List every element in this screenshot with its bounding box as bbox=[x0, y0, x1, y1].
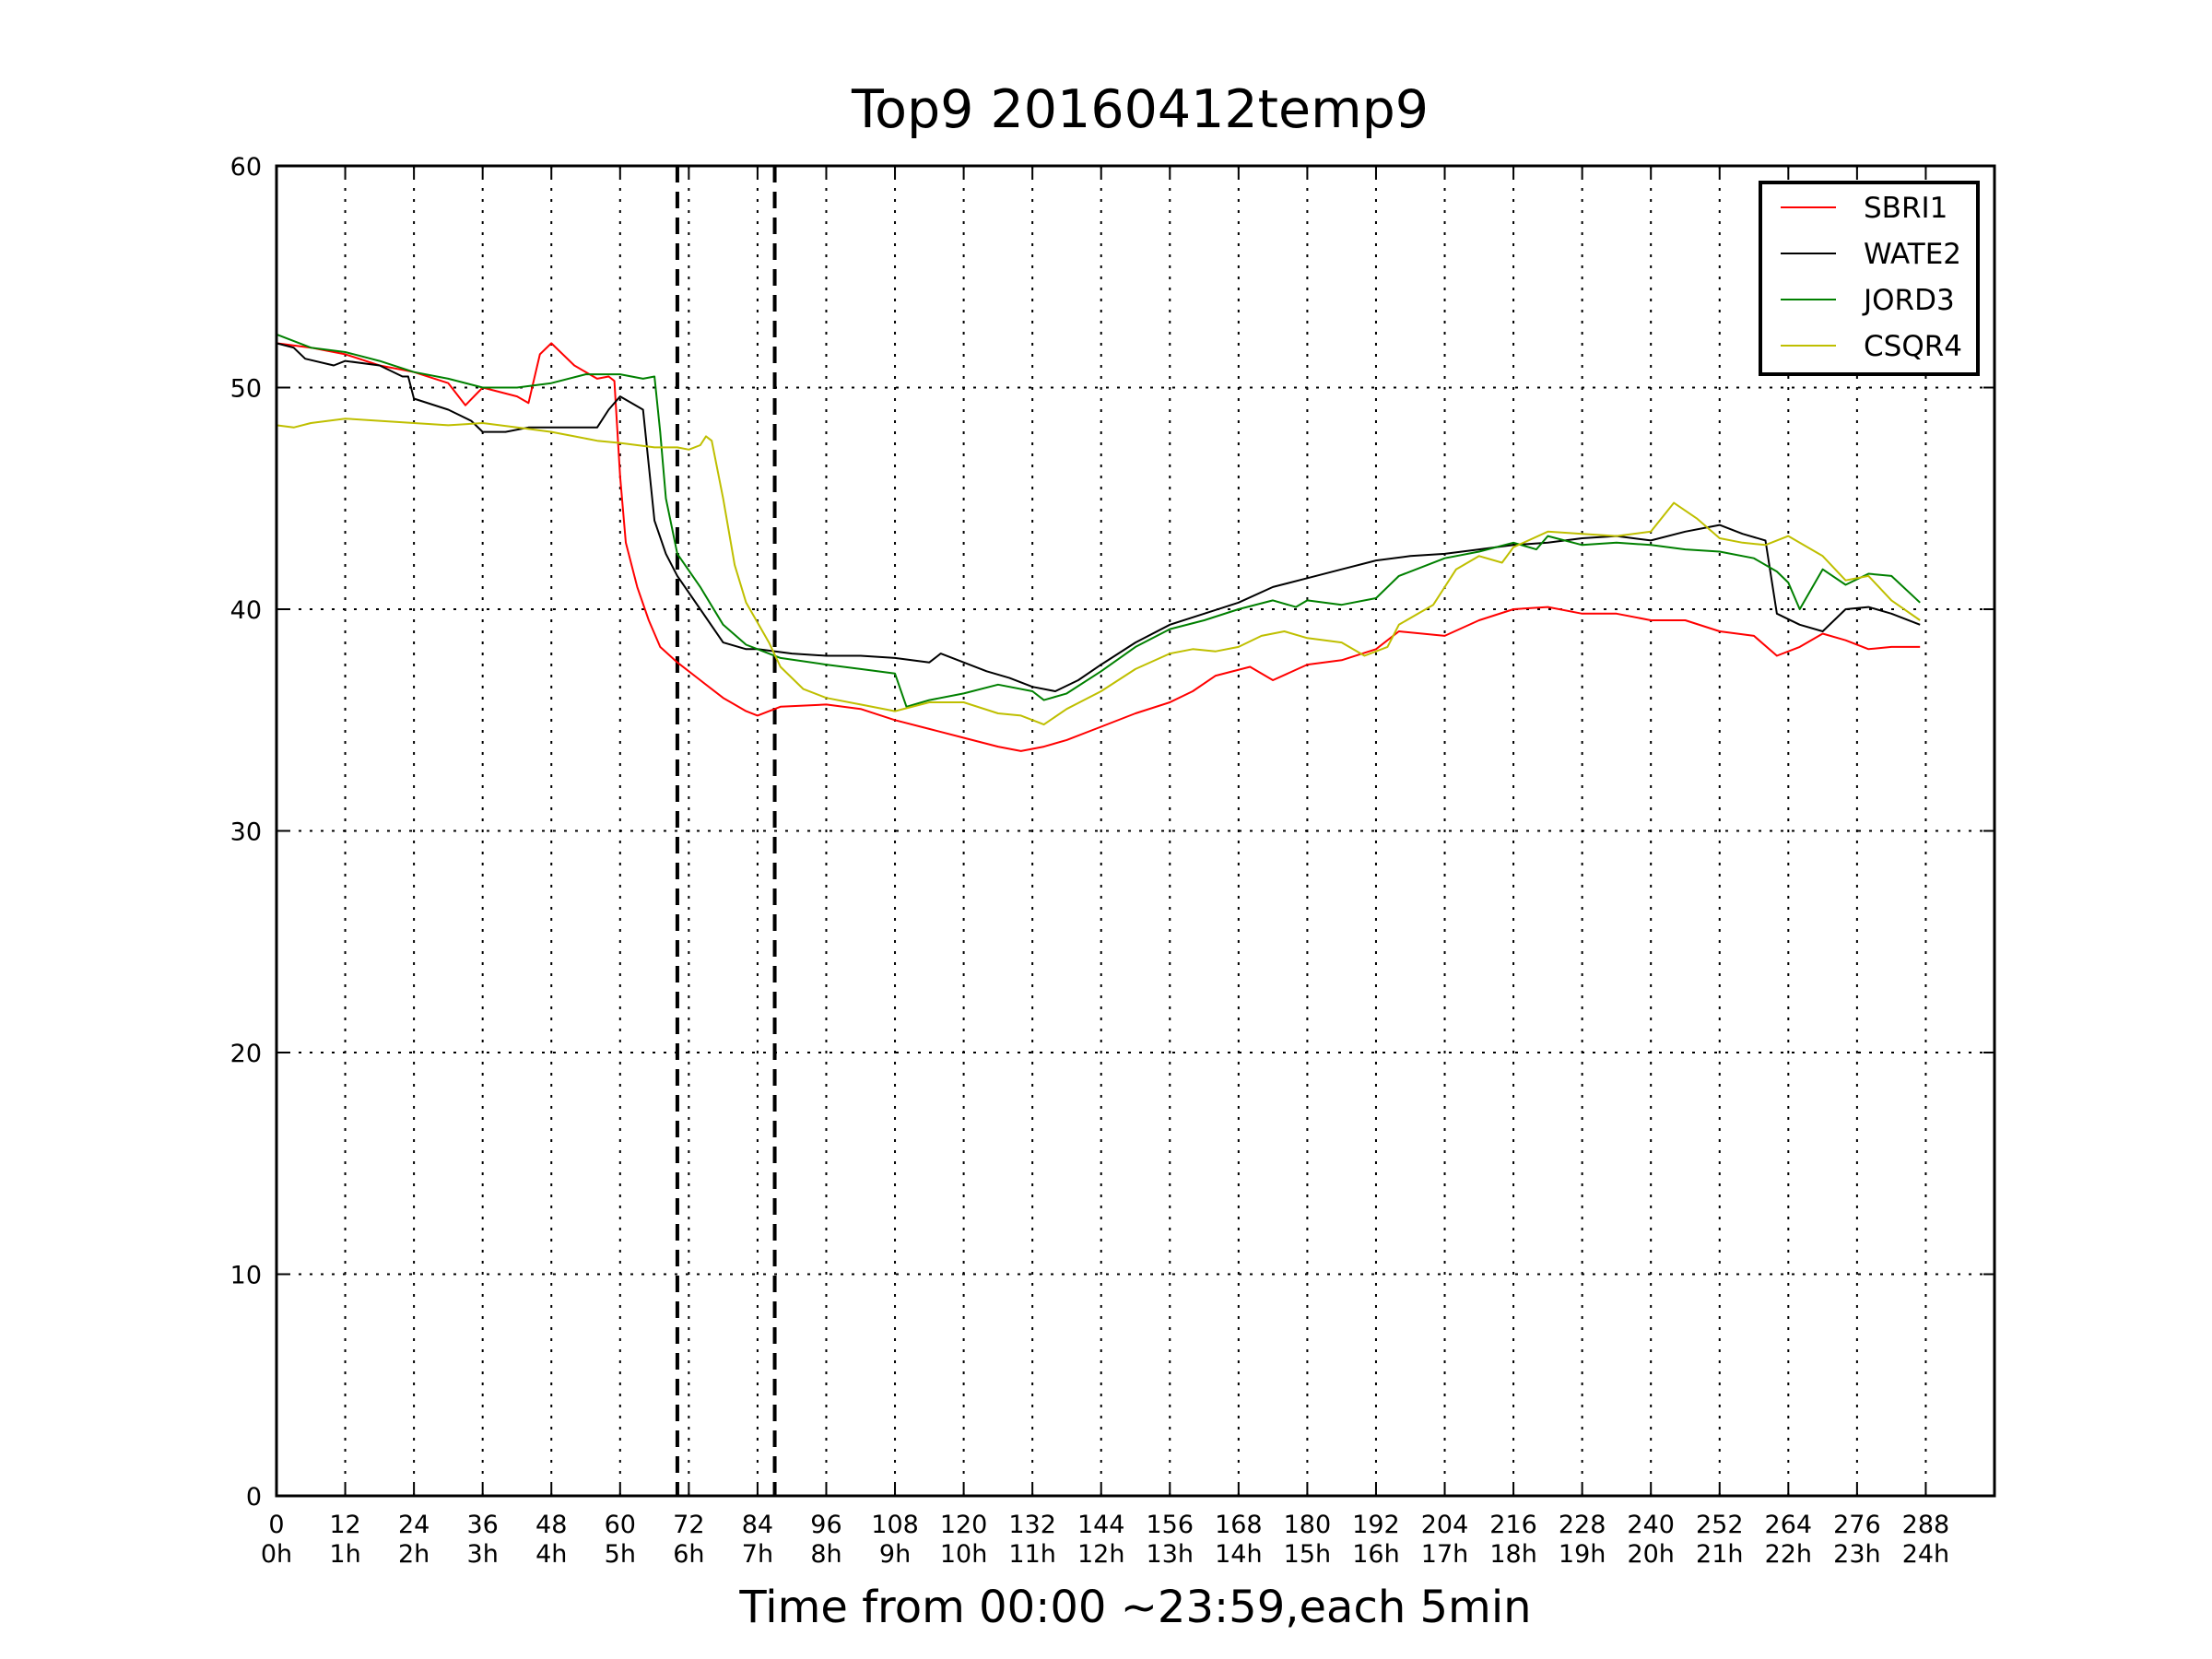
y-axis: 0 10 20 30 40 50 60 bbox=[230, 153, 1994, 1512]
x-tick-label: 252 bbox=[1696, 1511, 1744, 1539]
x-tick-label: 156 bbox=[1147, 1511, 1194, 1539]
x-tick-sublabel: 7h bbox=[742, 1540, 773, 1569]
legend-label: WATE2 bbox=[1864, 238, 1961, 271]
x-tick-label: 48 bbox=[535, 1511, 567, 1539]
x-tick-sublabel: 14h bbox=[1215, 1540, 1262, 1569]
y-tick-label: 60 bbox=[230, 153, 262, 182]
x-tick-sublabel: 4h bbox=[535, 1540, 567, 1569]
x-tick-sublabel: 9h bbox=[879, 1540, 911, 1569]
x-tick-label: 108 bbox=[871, 1511, 919, 1539]
x-tick-sublabel: 16h bbox=[1352, 1540, 1399, 1569]
series-line-csqr4 bbox=[276, 418, 1921, 726]
x-tick-sublabel: 18h bbox=[1489, 1540, 1536, 1569]
x-tick-sublabel: 17h bbox=[1421, 1540, 1468, 1569]
x-tick-sublabel: 23h bbox=[1833, 1540, 1880, 1569]
x-tick-sublabel: 6h bbox=[673, 1540, 704, 1569]
x-tick-label: 192 bbox=[1352, 1511, 1400, 1539]
x-tick-label: 12 bbox=[329, 1511, 360, 1539]
y-tick-label: 40 bbox=[230, 596, 262, 625]
legend-box bbox=[1759, 181, 1980, 376]
y-tick-label: 50 bbox=[230, 375, 262, 404]
x-axis-label: Time from 00:00 ~23:59,each 5min bbox=[738, 1582, 1531, 1633]
x-tick-sublabel: 1h bbox=[329, 1540, 360, 1569]
x-tick-label: 180 bbox=[1284, 1511, 1332, 1539]
x-tick-sublabel: 20h bbox=[1627, 1540, 1674, 1569]
y-tick-label: 20 bbox=[230, 1040, 262, 1068]
legend-label: CSQR4 bbox=[1864, 330, 1962, 363]
x-tick-label: 120 bbox=[940, 1511, 988, 1539]
x-tick-label: 240 bbox=[1627, 1511, 1675, 1539]
x-tick-label: 36 bbox=[467, 1511, 499, 1539]
x-tick-sublabel: 24h bbox=[1902, 1540, 1949, 1569]
x-tick-label: 276 bbox=[1833, 1511, 1881, 1539]
x-tick-sublabel: 12h bbox=[1077, 1540, 1124, 1569]
x-tick-label: 204 bbox=[1421, 1511, 1469, 1539]
x-tick-sublabel: 0h bbox=[261, 1540, 292, 1569]
series-line-sbri1 bbox=[276, 342, 1921, 752]
x-tick-label: 288 bbox=[1902, 1511, 1950, 1539]
series-line-wate2 bbox=[276, 342, 1921, 692]
x-tick-sublabel: 2h bbox=[398, 1540, 429, 1569]
x-tick-label: 96 bbox=[810, 1511, 841, 1539]
x-tick-label: 0 bbox=[268, 1511, 284, 1539]
x-tick-label: 84 bbox=[742, 1511, 773, 1539]
chart-title: Top9 20160412temp9 bbox=[851, 79, 1429, 140]
x-tick-sublabel: 11h bbox=[1008, 1540, 1055, 1569]
x-tick-label: 72 bbox=[673, 1511, 704, 1539]
x-tick-label: 132 bbox=[1008, 1511, 1056, 1539]
x-tick-sublabel: 21h bbox=[1696, 1540, 1743, 1569]
x-tick-sublabel: 13h bbox=[1147, 1540, 1194, 1569]
x-tick-sublabel: 22h bbox=[1765, 1540, 1812, 1569]
x-tick-sublabel: 10h bbox=[940, 1540, 987, 1569]
x-tick-sublabel: 5h bbox=[605, 1540, 636, 1569]
x-tick-label: 264 bbox=[1765, 1511, 1813, 1539]
x-tick-sublabel: 19h bbox=[1559, 1540, 1606, 1569]
x-tick-label: 168 bbox=[1215, 1511, 1263, 1539]
reference-lines bbox=[675, 166, 777, 1496]
x-tick-sublabel: 15h bbox=[1284, 1540, 1331, 1569]
series-layer bbox=[276, 333, 1921, 752]
series-line-jord3 bbox=[276, 333, 1921, 708]
legend: SBRI1 WATE2 JORD3 CSQR4 bbox=[1759, 181, 1980, 376]
x-tick-label: 60 bbox=[605, 1511, 636, 1539]
x-tick-sublabel: 3h bbox=[467, 1540, 499, 1569]
x-tick-label: 228 bbox=[1559, 1511, 1606, 1539]
y-tick-label: 10 bbox=[230, 1262, 262, 1290]
x-tick-label: 144 bbox=[1077, 1511, 1125, 1539]
x-tick-label: 24 bbox=[398, 1511, 429, 1539]
legend-label: SBRI1 bbox=[1864, 192, 1947, 225]
x-tick-label: 216 bbox=[1489, 1511, 1537, 1539]
y-tick-label: 30 bbox=[230, 818, 262, 847]
legend-label: JORD3 bbox=[1862, 284, 1955, 317]
y-tick-label: 0 bbox=[246, 1483, 262, 1512]
grid-layer bbox=[276, 165, 1994, 1497]
x-tick-sublabel: 8h bbox=[810, 1540, 841, 1569]
